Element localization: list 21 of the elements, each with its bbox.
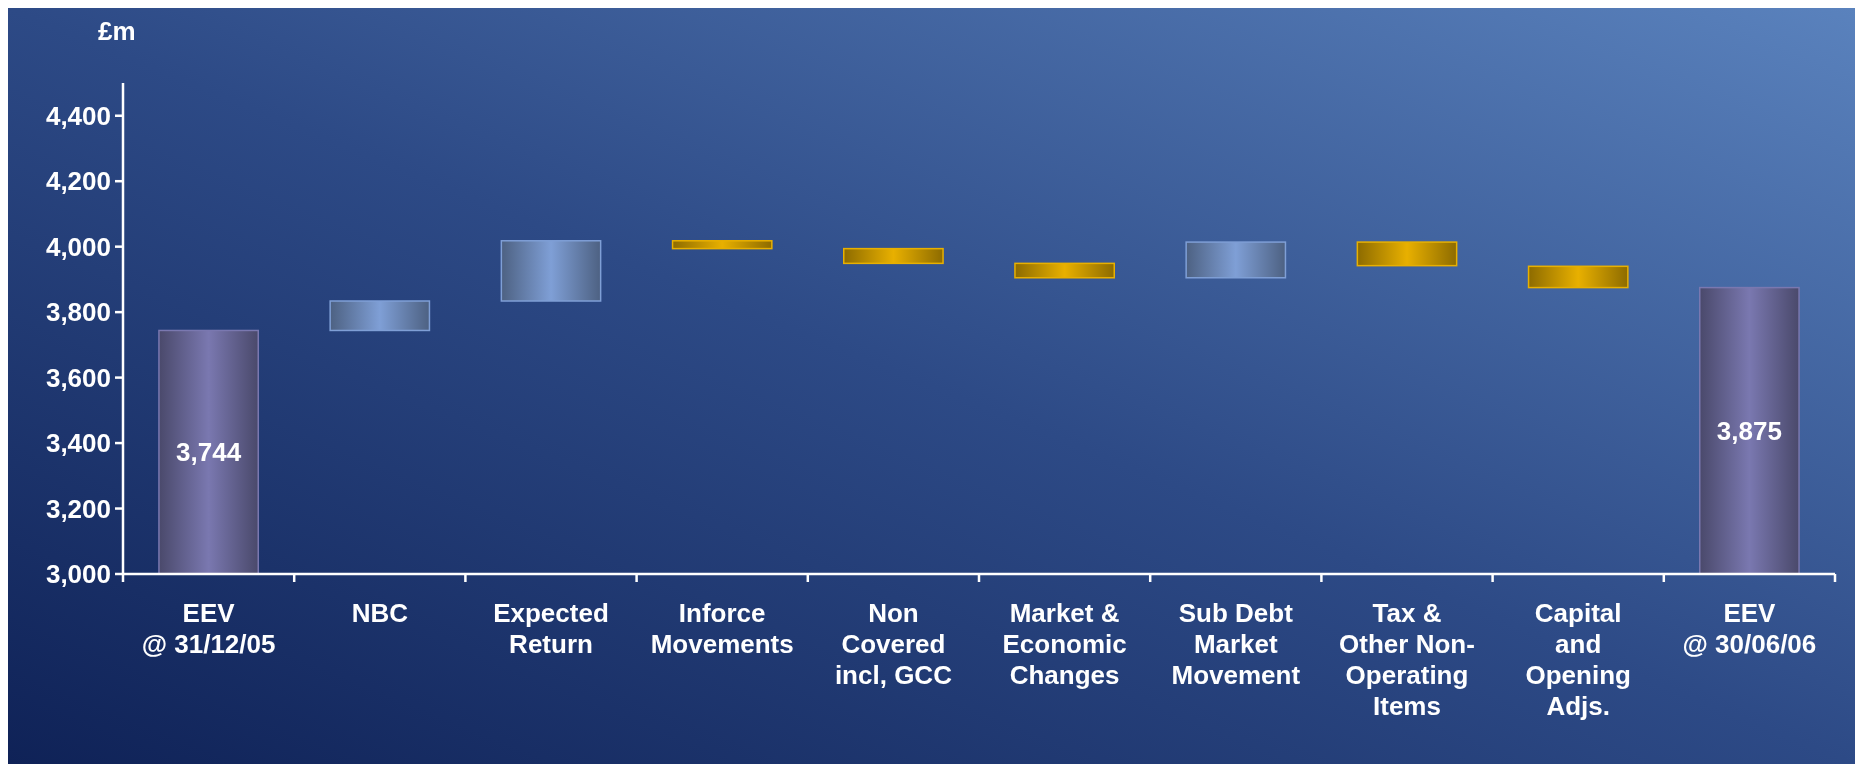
x-tick-label: Market & Economic Changes [1002, 598, 1127, 690]
data-label: 3,875 [1716, 415, 1782, 446]
y-axis-title: £m [98, 16, 136, 46]
y-tick-label: 4,200 [45, 166, 111, 197]
x-tick-label: EEV @ 31/12/05 [141, 598, 276, 659]
x-tick-label: Capital and Opening Adjs. [1525, 598, 1631, 721]
y-tick-label: 3,200 [45, 493, 111, 524]
y-tick-label: 4,000 [45, 231, 111, 262]
x-tick-label: Tax & Other Non- Operating Items [1339, 598, 1475, 721]
y-tick-label: 3,000 [45, 559, 111, 590]
x-tick-label: Expected Return [493, 598, 609, 659]
x-tick-label: EEV @ 30/06/06 [1682, 598, 1817, 659]
y-tick-label: 4,400 [45, 100, 111, 131]
x-tick-label: NBC [351, 598, 409, 628]
y-tick-label: 3,800 [45, 297, 111, 328]
x-tick-label: Sub Debt Market Movement [1171, 598, 1301, 690]
x-tick-label: Inforce Movements [650, 598, 794, 659]
data-label: 3,744 [176, 437, 242, 468]
y-tick-label: 3,400 [45, 428, 111, 459]
x-tick-label: Non Covered incl, GCC [834, 598, 953, 690]
y-tick-label: 3,600 [45, 362, 111, 393]
